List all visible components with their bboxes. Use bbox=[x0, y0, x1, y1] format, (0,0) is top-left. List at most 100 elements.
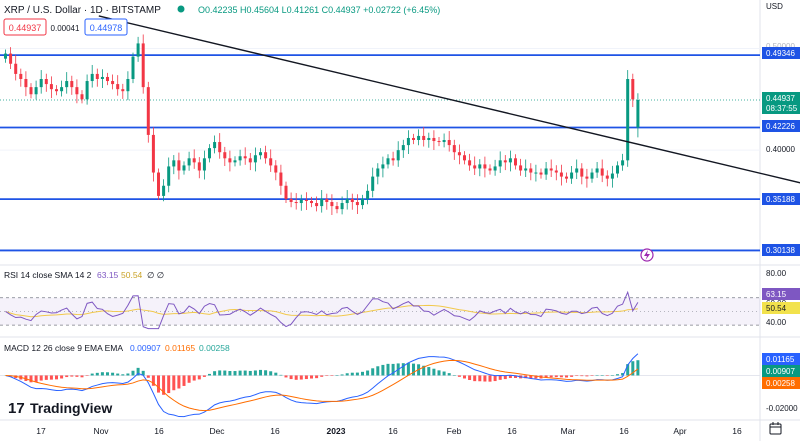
candle-body bbox=[284, 185, 288, 199]
macd-histogram-bar bbox=[559, 375, 563, 378]
symbol-title[interactable]: XRP / U.S. Dollar · 1D · BITSTAMP bbox=[4, 5, 161, 16]
candle-body bbox=[412, 137, 415, 140]
macd-histogram-bar bbox=[580, 375, 584, 377]
macd-histogram-bar bbox=[376, 366, 380, 376]
candle-body bbox=[585, 176, 589, 179]
macd-histogram-bar bbox=[488, 375, 492, 382]
macd-histogram-bar bbox=[192, 375, 196, 381]
candle-body bbox=[60, 87, 64, 92]
macd-histogram-bar bbox=[315, 375, 319, 379]
rsi-extra: ∅ ∅ bbox=[147, 270, 165, 280]
macd-histogram-bar bbox=[187, 375, 191, 383]
macd-signal-line bbox=[5, 359, 639, 412]
candle-body bbox=[182, 165, 186, 171]
candle-body bbox=[264, 152, 268, 159]
candle-body bbox=[116, 84, 120, 90]
sell-button[interactable] bbox=[3, 18, 47, 36]
macd-axis-signal: 0.01165 bbox=[766, 355, 795, 364]
sell-price: 0.44937 bbox=[9, 23, 42, 33]
macd-histogram-bar bbox=[162, 375, 166, 395]
macd-histogram-bar bbox=[386, 363, 390, 376]
candle-body bbox=[70, 81, 74, 88]
candle-body bbox=[218, 142, 222, 153]
candle-body bbox=[340, 203, 344, 210]
candle-body bbox=[90, 73, 94, 82]
macd-axis-hist: 0.00258 bbox=[766, 379, 795, 388]
candle-body bbox=[325, 198, 329, 203]
macd-histogram-bar bbox=[508, 375, 512, 379]
rsi-label[interactable]: RSI 14 close SMA 14 2 bbox=[4, 270, 92, 280]
macd-histogram-bar bbox=[626, 364, 630, 376]
candle-body bbox=[391, 158, 395, 161]
macd-histogram-bar bbox=[478, 375, 482, 382]
macd-histogram-bar bbox=[279, 374, 283, 376]
macd-histogram-bar bbox=[75, 375, 79, 377]
candle-body bbox=[524, 168, 528, 171]
macd-histogram-bar bbox=[457, 375, 461, 377]
candle-body bbox=[100, 76, 104, 79]
tradingview-logo[interactable]: 17 TradingView bbox=[8, 400, 112, 417]
macd-label[interactable]: MACD 12 26 close 9 EMA EMA bbox=[4, 343, 123, 353]
spread-value: 0.00041 bbox=[51, 24, 80, 33]
currency-label[interactable]: USD bbox=[766, 2, 783, 11]
candle-body bbox=[75, 87, 79, 95]
x-axis-label: 16 bbox=[388, 426, 398, 436]
macd-axis-label bbox=[762, 365, 800, 377]
candle-body bbox=[406, 137, 410, 146]
candle-body bbox=[44, 79, 48, 85]
trendline[interactable] bbox=[98, 15, 800, 185]
macd-histogram-bar bbox=[85, 375, 89, 376]
macd-histogram-bar bbox=[320, 375, 324, 377]
rsi-sma-line bbox=[5, 304, 638, 318]
macd-histogram-bar bbox=[259, 369, 262, 376]
macd-histogram-bar bbox=[498, 375, 502, 380]
macd-histogram-bar bbox=[24, 375, 28, 381]
macd-histogram-bar bbox=[121, 374, 125, 376]
x-axis-label: 16 bbox=[154, 426, 164, 436]
macd-histogram-bar bbox=[371, 368, 375, 376]
rsi-value: 63.15 bbox=[97, 270, 119, 280]
last-price: 0.44937 bbox=[766, 94, 795, 103]
macd-histogram-bar bbox=[55, 375, 58, 380]
macd-histogram-bar bbox=[289, 375, 293, 380]
macd-histogram-bar bbox=[575, 375, 579, 376]
candle-body bbox=[253, 155, 257, 163]
x-axis-label: 2023 bbox=[327, 426, 346, 436]
candle-body bbox=[432, 137, 436, 142]
candle-body bbox=[172, 160, 176, 167]
macd-histogram-bar bbox=[269, 371, 273, 376]
macd-histogram-bar bbox=[233, 371, 237, 376]
macd-axis-macd: 0.00907 bbox=[766, 367, 795, 376]
macd-histogram-bar bbox=[182, 375, 186, 386]
candle-body bbox=[274, 165, 278, 173]
candle-body bbox=[141, 43, 145, 88]
candle-body bbox=[401, 145, 405, 151]
price-tick: 0.50000 bbox=[766, 42, 795, 51]
candle-body bbox=[559, 172, 563, 177]
candle-body bbox=[49, 84, 53, 90]
candle-body bbox=[549, 168, 553, 171]
candle-body bbox=[417, 135, 421, 140]
candle-body bbox=[39, 79, 43, 88]
rsi-line bbox=[5, 290, 639, 330]
rsi-tick: 80.00 bbox=[766, 269, 787, 278]
macd-histogram-bar bbox=[228, 371, 232, 376]
candle-body bbox=[330, 202, 334, 207]
candle-body bbox=[575, 168, 579, 173]
candle-body bbox=[208, 148, 211, 159]
candle-body bbox=[534, 172, 538, 174]
macd-histogram-bar bbox=[157, 375, 160, 393]
candle-body bbox=[111, 81, 115, 85]
macd-histogram-bar bbox=[437, 370, 441, 376]
macd-histogram-bar bbox=[549, 375, 553, 378]
candle-body bbox=[570, 172, 574, 179]
candle-body bbox=[9, 53, 13, 64]
calendar-icon[interactable] bbox=[769, 422, 782, 435]
candle-body bbox=[544, 168, 548, 175]
candle-body bbox=[228, 158, 232, 163]
macd-histogram-bar bbox=[631, 361, 635, 376]
buy-button[interactable] bbox=[84, 18, 128, 36]
candle-body bbox=[65, 81, 69, 88]
candle-body bbox=[29, 87, 33, 95]
